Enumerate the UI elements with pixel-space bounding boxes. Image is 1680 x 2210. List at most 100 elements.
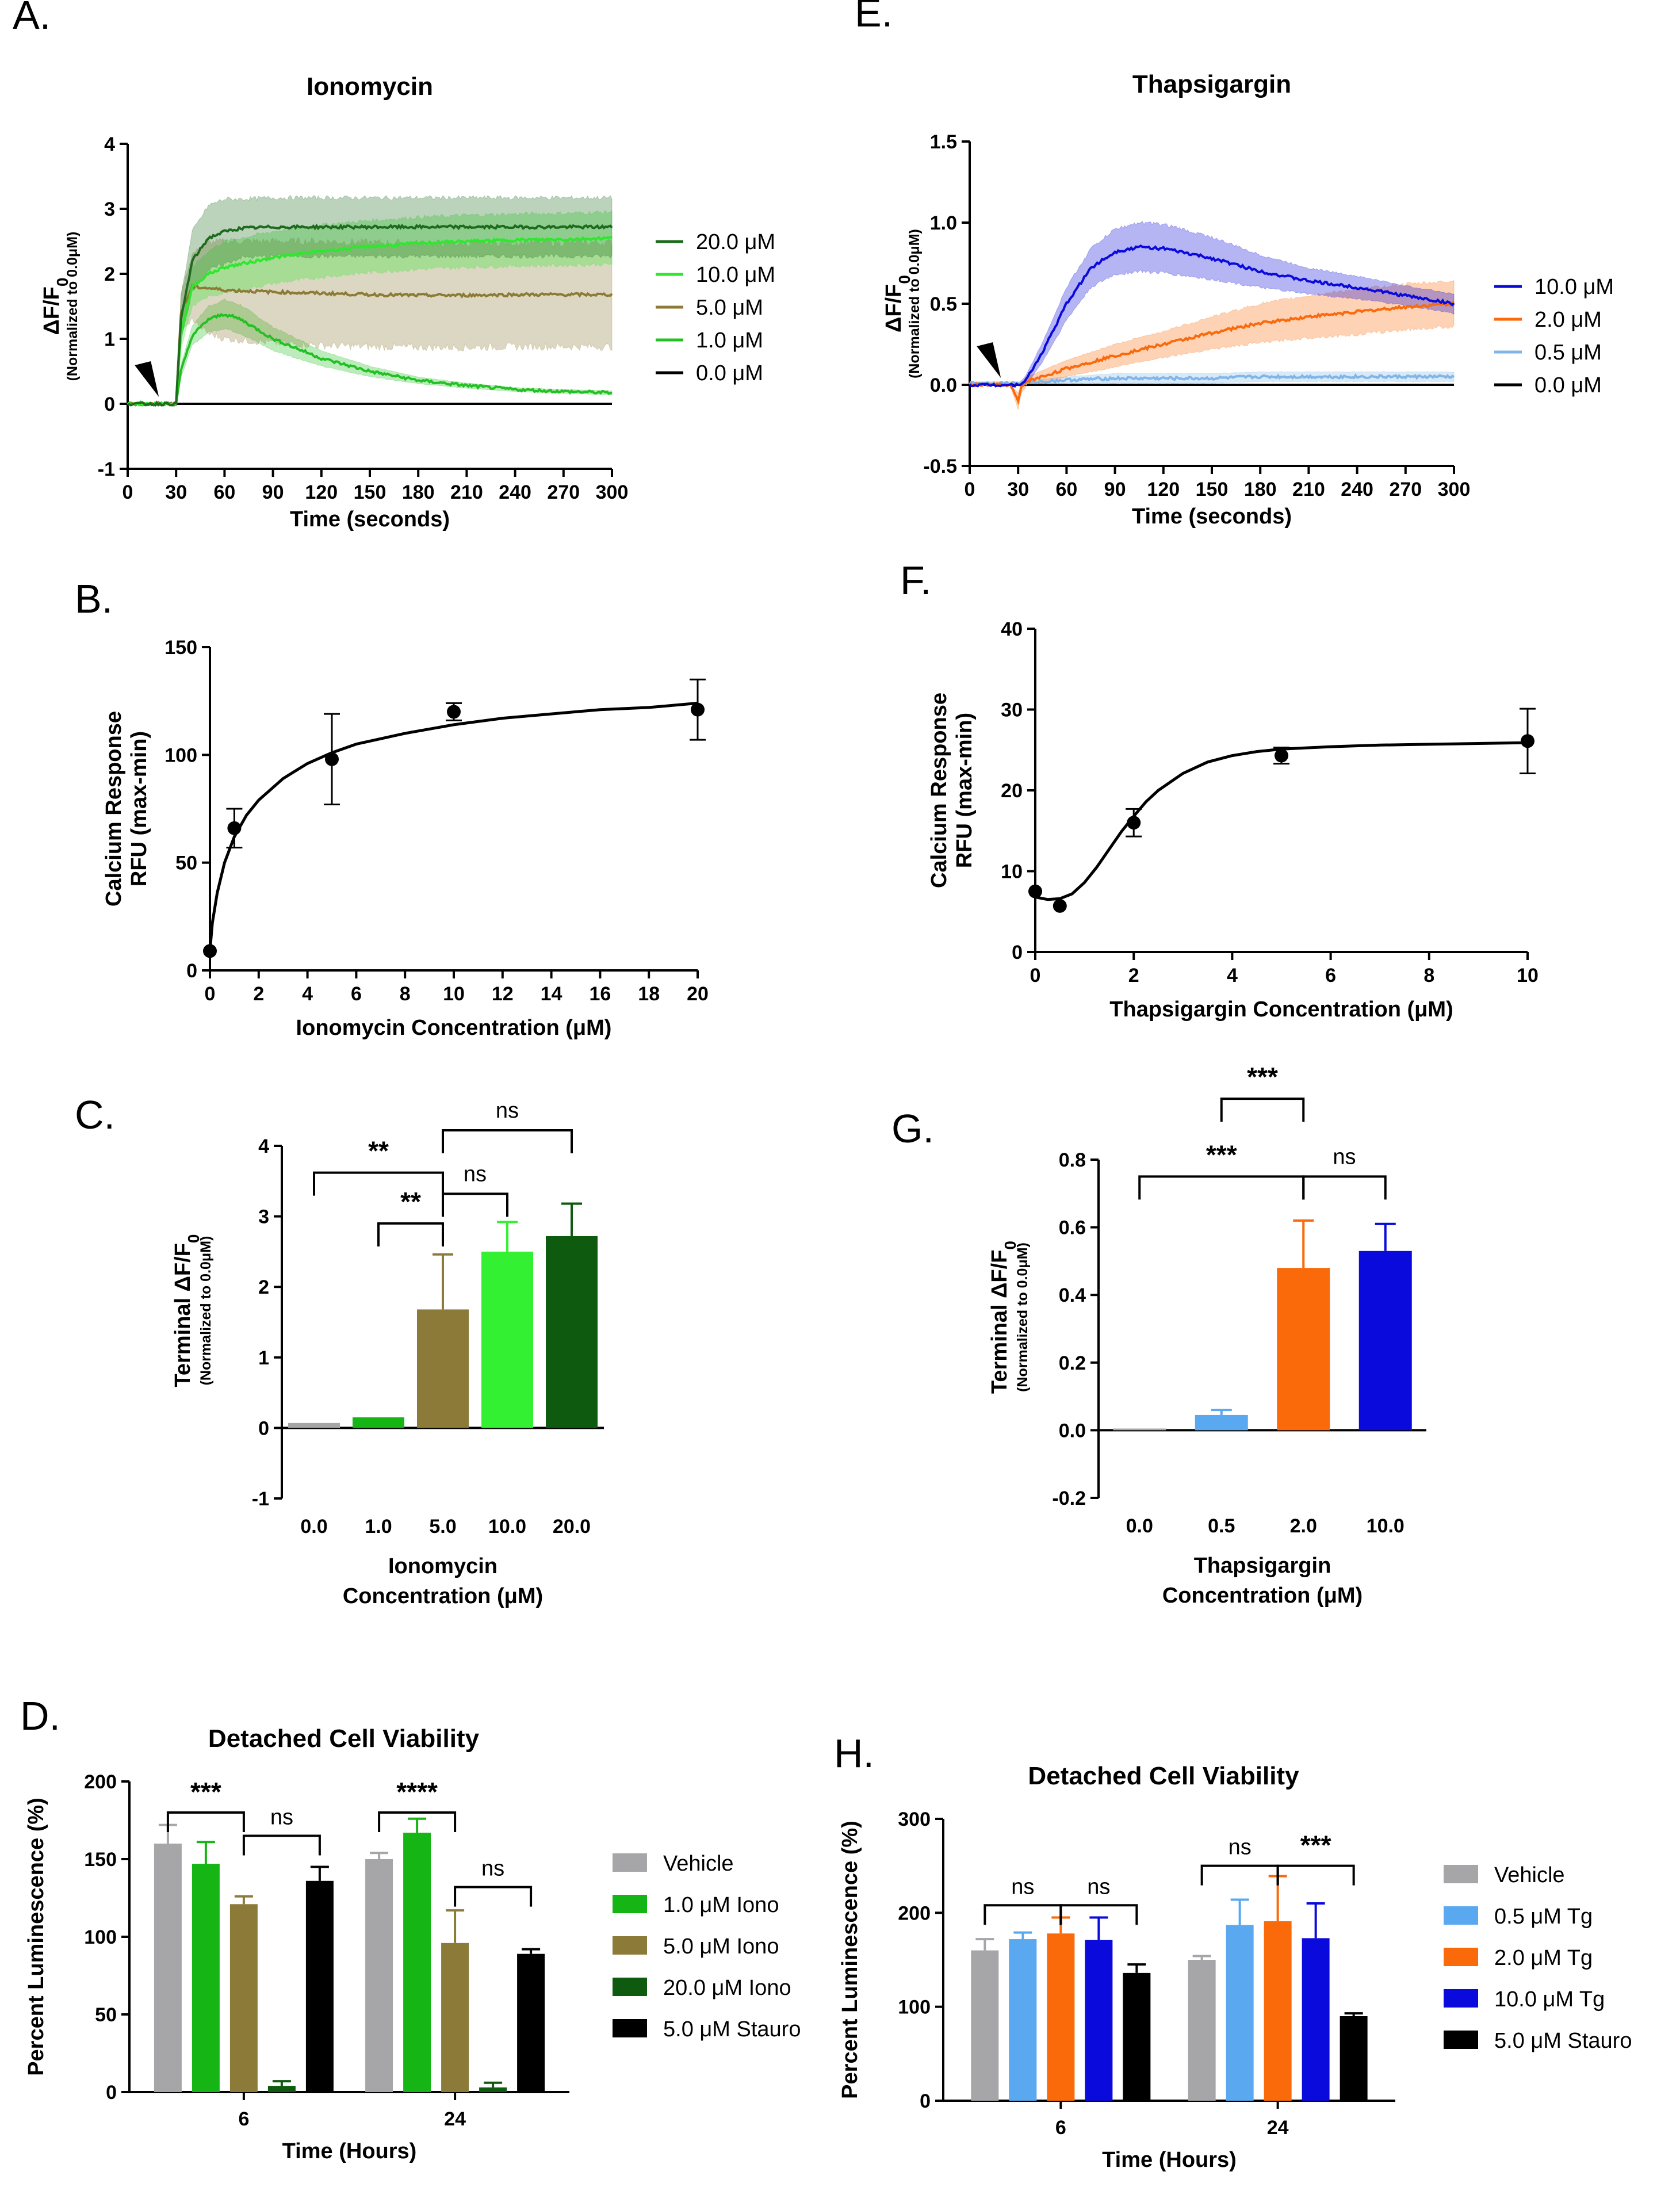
significance-bracket xyxy=(1138,1175,1305,1200)
x-tick-label: 20 xyxy=(687,983,709,1005)
treatment-arrow xyxy=(977,342,1001,378)
significance-label: ns xyxy=(1011,1875,1034,1899)
legend-label: Vehicle xyxy=(1494,1863,1565,1887)
y-tick-label: 100 xyxy=(898,1997,931,2018)
y-tick-label: 0.2 xyxy=(1059,1352,1086,1374)
x-tick-label: 60 xyxy=(1055,479,1077,500)
x-tick-label: 12 xyxy=(492,983,514,1005)
data-point xyxy=(227,821,242,835)
y-tick-label: 0 xyxy=(186,960,197,982)
bar xyxy=(1264,1921,1292,2101)
category-label: 1.0 xyxy=(365,1516,392,1538)
bar xyxy=(305,1880,334,2092)
legend-label: 0.5 μM xyxy=(1534,341,1602,365)
bar xyxy=(365,1859,393,2092)
panel-A: A. Ionomycin -1 0 1 2 3 4 0 30 60 90 120 150 180 210 240… xyxy=(13,0,775,532)
y-tick-label: 0.0 xyxy=(930,374,957,396)
panel-label: A. xyxy=(13,0,51,37)
x-tick-label: 30 xyxy=(1007,479,1029,500)
x-tick-label: 0 xyxy=(1030,965,1041,987)
significance-bracket xyxy=(377,1222,444,1247)
series-line xyxy=(127,235,613,407)
legend-label: 0.0 μM xyxy=(696,361,763,385)
significance-bracket xyxy=(1059,1904,1138,1925)
bar xyxy=(1123,1972,1151,2101)
significance-label: ns xyxy=(1229,1836,1252,1860)
data-point xyxy=(325,752,339,766)
group-label: 6 xyxy=(238,2108,249,2130)
x-tick-label: 90 xyxy=(1104,479,1126,500)
bar xyxy=(481,1251,533,1428)
y-axis-sublabel: (Normalized to 0.0μM) xyxy=(198,1236,214,1386)
x-tick-label: 14 xyxy=(541,983,562,1005)
bar xyxy=(971,1950,999,2101)
y-axis-label: ΔF/F0 xyxy=(40,278,71,335)
data-point xyxy=(1053,898,1067,913)
panel-H: H. Detached Cell Viability 0 100 200 300 6 24 Ti… xyxy=(834,1731,1632,2172)
legend-label: 20.0 μM xyxy=(696,230,775,254)
x-tick-label: 0 xyxy=(965,479,975,500)
chart-title: Ionomycin xyxy=(307,72,433,101)
x-tick-label: 30 xyxy=(165,481,187,503)
bar xyxy=(1085,1940,1113,2101)
category-label: 10.0 xyxy=(1367,1515,1405,1537)
y-tick-label: 40 xyxy=(1001,618,1023,640)
significance-label: ns xyxy=(1087,1875,1110,1899)
category-label: 5.0 xyxy=(429,1516,456,1538)
y-axis-label-2: RFU (max-min) xyxy=(127,731,151,886)
data-point xyxy=(1275,748,1288,763)
legend-label: 20.0 μM Iono xyxy=(663,1976,791,2000)
data-point xyxy=(203,944,217,958)
significance-bracket xyxy=(442,1129,573,1154)
y-tick-label: 200 xyxy=(898,1902,931,1924)
category-label: 20.0 xyxy=(553,1516,591,1538)
y-tick-label: 0 xyxy=(106,2082,117,2104)
y-tick-label: 10 xyxy=(1001,861,1023,883)
y-tick-label: 0 xyxy=(104,393,115,415)
data-point xyxy=(447,705,461,719)
legend-swatch xyxy=(1444,2031,1478,2049)
legend-label: 5.0 μM xyxy=(696,296,763,320)
legend-label: 10.0 μM Tg xyxy=(1494,1987,1605,2012)
y-tick-label: 150 xyxy=(84,1849,117,1871)
treatment-arrow xyxy=(135,361,159,397)
significance-label: ns xyxy=(270,1806,293,1830)
x-tick-label: 6 xyxy=(1325,965,1336,987)
legend-label: Vehicle xyxy=(663,1852,734,1876)
x-axis-label: Ionomycin xyxy=(388,1554,498,1578)
bar xyxy=(1113,1428,1166,1431)
legend-label: 1.0 μM Iono xyxy=(663,1893,779,1917)
y-axis-label: Calcium Response xyxy=(102,711,126,907)
y-tick-label: 20 xyxy=(1001,780,1023,802)
panel-F: F. 0 10 20 30 40 0 2 4 6 8 10 Thapsigargin Concentra… xyxy=(900,558,1539,1022)
bar xyxy=(154,1844,182,2092)
bar xyxy=(229,1904,258,2092)
legend-swatch xyxy=(1444,1948,1478,1966)
significance-bracket xyxy=(1302,1175,1387,1200)
y-tick-label: 100 xyxy=(164,744,197,766)
x-tick-label: 240 xyxy=(1341,479,1373,500)
y-tick-label: 2 xyxy=(258,1276,269,1298)
y-tick-label: 150 xyxy=(164,637,197,659)
legend-label: 10.0 μM xyxy=(696,263,775,287)
panel-label: D. xyxy=(20,1693,60,1738)
x-tick-label: 210 xyxy=(1292,479,1325,500)
x-tick-label: 0 xyxy=(123,481,133,503)
y-tick-label: 1.5 xyxy=(930,131,957,153)
bar xyxy=(517,1953,545,2092)
panel-label: H. xyxy=(834,1731,874,1776)
x-tick-label: 60 xyxy=(213,481,235,503)
category-label: 0.5 xyxy=(1208,1515,1235,1537)
y-tick-label: 3 xyxy=(104,198,115,220)
x-tick-label: 270 xyxy=(1389,479,1422,500)
panel-C: C. -1 0 1 2 3 4 0.0 1.0 5.0 10.0 20.0 Ionomycin Conce… xyxy=(75,1092,604,1608)
legend-label: 0.0 μM xyxy=(1534,373,1602,397)
significance-label: **** xyxy=(396,1777,438,1807)
significance-bracket xyxy=(1276,1864,1355,1886)
significance-label: ns xyxy=(464,1162,487,1186)
panel-B: B. 0 50 100 150 0 2 4 6 8 10 12 14 16 18 20 Ionomycin Co… xyxy=(75,576,709,1040)
group-label: 24 xyxy=(444,2108,466,2130)
panel-label: G. xyxy=(891,1106,934,1151)
x-tick-label: 0 xyxy=(205,983,216,1005)
bar xyxy=(546,1236,598,1428)
